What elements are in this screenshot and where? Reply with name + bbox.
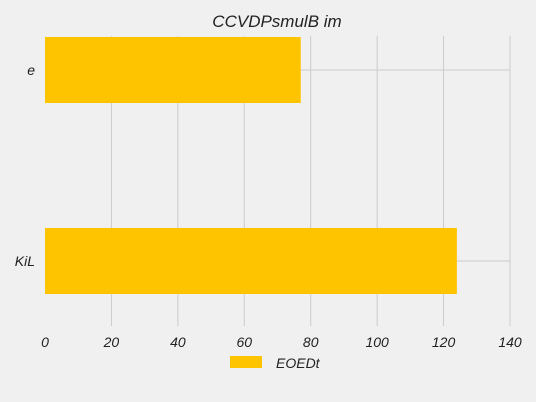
legend-label: EOEDt (276, 355, 321, 371)
x-tick-label: 0 (41, 334, 49, 350)
x-tick-label: 140 (498, 334, 522, 350)
legend-swatch (230, 356, 262, 368)
x-tick-label: 80 (303, 334, 319, 350)
category-axis: e KiL (15, 62, 35, 269)
x-tick-label: 60 (236, 334, 252, 350)
chart-title: CCVDPsmulB im (212, 12, 341, 31)
value-axis: 0 20 40 60 80 100 120 140 (41, 334, 522, 350)
x-tick-label: 20 (103, 334, 120, 350)
bars (45, 37, 457, 294)
y-tick-label: KiL (15, 253, 35, 269)
bar-e (45, 37, 301, 103)
y-tick-label: e (27, 62, 35, 78)
x-tick-label: 40 (170, 334, 186, 350)
bar-kil (45, 228, 457, 294)
x-tick-label: 100 (365, 334, 389, 350)
x-tick-label: 120 (432, 334, 456, 350)
legend: EOEDt (230, 355, 321, 371)
